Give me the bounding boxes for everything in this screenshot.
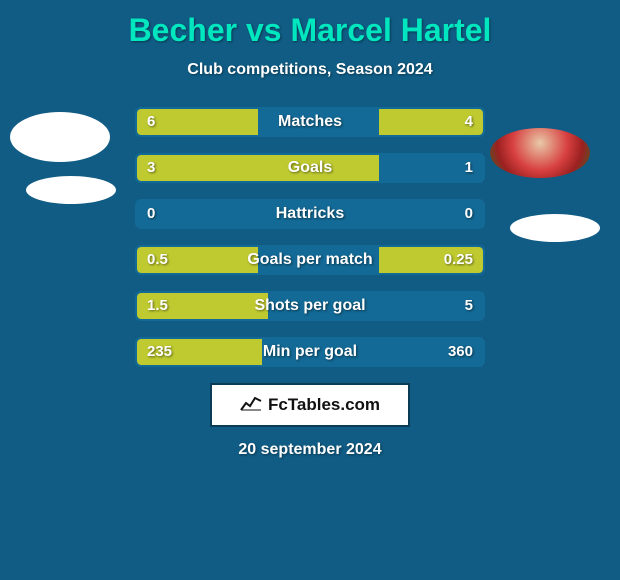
bar-value-right: 5 [465, 293, 473, 319]
bar-value-right: 4 [465, 109, 473, 135]
bar-row: 0 Hattricks 0 [135, 199, 485, 229]
footer-badge[interactable]: FcTables.com [210, 383, 410, 427]
comparison-bars: 6 Matches 4 3 Goals 1 0 Hattricks 0 0.5 … [135, 107, 485, 367]
bar-label: Min per goal [137, 339, 483, 365]
bar-label: Goals [137, 155, 483, 181]
bar-value-right: 360 [448, 339, 473, 365]
footer-brand-text: FcTables.com [268, 395, 380, 415]
bar-row: 235 Min per goal 360 [135, 337, 485, 367]
bar-row: 6 Matches 4 [135, 107, 485, 137]
subtitle: Club competitions, Season 2024 [0, 61, 620, 79]
chart-icon [240, 395, 262, 416]
team-right-logo [510, 214, 600, 242]
footer-date: 20 september 2024 [0, 441, 620, 459]
bar-label: Matches [137, 109, 483, 135]
bar-value-right: 0.25 [444, 247, 473, 273]
player-right-avatar [490, 128, 590, 178]
bar-label: Goals per match [137, 247, 483, 273]
player-left-avatar [10, 112, 110, 162]
page-title: Becher vs Marcel Hartel [0, 0, 620, 49]
bar-row: 0.5 Goals per match 0.25 [135, 245, 485, 275]
bar-label: Hattricks [137, 201, 483, 227]
team-left-logo [26, 176, 116, 204]
bar-value-right: 1 [465, 155, 473, 181]
bar-value-right: 0 [465, 201, 473, 227]
bar-row: 1.5 Shots per goal 5 [135, 291, 485, 321]
bar-label: Shots per goal [137, 293, 483, 319]
bar-row: 3 Goals 1 [135, 153, 485, 183]
